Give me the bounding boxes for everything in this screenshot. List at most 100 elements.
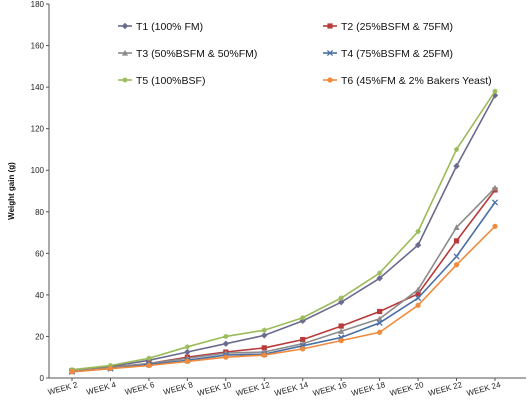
data-point: [376, 275, 383, 282]
axes: [48, 4, 526, 379]
x-tick-label: WEEK 22: [427, 380, 463, 398]
data-point: [491, 92, 499, 99]
x-tick-label: WEEK 8: [162, 380, 194, 397]
x-tick-label: WEEK 2: [47, 380, 79, 397]
data-point: [491, 184, 499, 191]
data-point: [121, 49, 129, 56]
data-point: [261, 352, 267, 358]
x-tick-label: WEEK 14: [273, 380, 309, 398]
x-tick-label: WEEK 20: [389, 380, 425, 398]
data-point: [337, 298, 345, 306]
data-point: [184, 344, 190, 350]
y-tick-label: 80: [35, 208, 44, 217]
data-point: [184, 358, 190, 364]
x-tick-label: WEEK 18: [350, 380, 386, 398]
y-axis-ticks: 0 20 40 60 80 100 120 140 160 180: [31, 0, 49, 383]
data-point: [377, 308, 383, 315]
data-point: [415, 228, 421, 235]
data-point: [414, 241, 422, 249]
x-tick-label: WEEK 6: [124, 380, 156, 397]
data-point: [327, 23, 333, 29]
y-axis-label: Weight gain (g): [7, 162, 16, 220]
legend-label: T4 (75%BSFM & 25FM): [341, 48, 453, 60]
series-line: [71, 187, 496, 372]
data-point: [261, 345, 267, 351]
x-tick-label: WEEK 24: [466, 380, 502, 398]
data-point: [107, 362, 114, 369]
x-tick-label: WEEK 4: [85, 380, 117, 397]
series-line: [71, 225, 496, 373]
data-point: [146, 362, 152, 369]
data-point: [300, 315, 306, 321]
y-tick-label: 0: [40, 374, 45, 383]
data-point: [453, 238, 460, 244]
data-point: [300, 346, 306, 352]
data-point: [415, 302, 421, 308]
data-point: [222, 340, 230, 347]
data-point: [261, 327, 267, 333]
data-point: [338, 295, 344, 301]
data-point: [377, 270, 383, 276]
data-point: [300, 336, 306, 343]
data-point: [261, 332, 268, 339]
legend: T1 (100% FM) T2 (25%BSFM & 75FM) T3 (50%BS…: [118, 21, 492, 87]
legend-item-2: T2 (25%BSFM & 75FM): [323, 21, 453, 33]
data-point: [453, 253, 460, 260]
y-tick-label: 100: [31, 166, 45, 175]
data-point: [415, 294, 422, 302]
legend-item-5: T5 (100%BSF): [118, 75, 205, 87]
data-point: [327, 77, 333, 83]
x-axis-ticks: WEEK 2 WEEK 4 WEEK 6 WEEK 8 WEEK 10 WEEK 12 WE…: [47, 378, 502, 398]
legend-label: T5 (100%BSF): [136, 75, 205, 87]
series-line: [71, 201, 496, 373]
data-point: [415, 291, 421, 297]
series-1: [68, 92, 499, 374]
legend-label: T1 (100% FM): [136, 21, 203, 33]
legend-label: T3 (50%BSFM & 50%FM): [136, 48, 257, 60]
x-tick-label: WEEK 16: [312, 380, 348, 398]
data-point: [121, 22, 129, 30]
x-tick-label: WEEK 10: [197, 380, 233, 398]
y-tick-label: 160: [31, 42, 45, 51]
y-tick-label: 140: [31, 83, 45, 92]
legend-label: T2 (25%BSFM & 75FM): [341, 21, 453, 33]
data-point: [184, 348, 191, 356]
legend-item-6: T6 (45%FM & 2% Bakers Yeast): [323, 75, 492, 87]
y-tick-label: 120: [31, 125, 45, 134]
legend-item-4: T4 (75%BSFM & 25FM): [323, 48, 453, 60]
data-point: [492, 88, 498, 94]
series-lines: [68, 88, 499, 375]
data-point: [326, 49, 334, 57]
legend-label: T6 (45%FM & 2% Bakers Yeast): [341, 75, 492, 87]
x-tick-label: WEEK 12: [235, 380, 271, 398]
data-point: [453, 224, 460, 230]
data-point: [223, 333, 229, 340]
series-5: [69, 88, 498, 373]
y-tick-label: 20: [35, 332, 44, 341]
data-point: [414, 286, 422, 293]
legend-item-3: T3 (50%BSFM & 50%FM): [118, 48, 257, 60]
data-point: [453, 162, 460, 170]
data-point: [376, 319, 383, 326]
data-point: [223, 354, 229, 360]
data-point: [376, 315, 383, 322]
data-point: [338, 323, 344, 329]
series-line: [71, 90, 496, 371]
series-line: [71, 95, 496, 372]
data-point: [453, 146, 460, 153]
y-tick-label: 60: [35, 249, 44, 258]
data-point: [338, 338, 344, 344]
data-point: [377, 329, 383, 335]
data-point: [107, 366, 114, 372]
data-point: [122, 77, 128, 83]
data-point: [491, 199, 499, 206]
legend-item-1: T1 (100% FM): [118, 21, 203, 33]
data-point: [338, 328, 345, 334]
y-tick-label: 180: [31, 0, 45, 9]
data-point: [69, 369, 75, 375]
data-point: [492, 223, 498, 229]
series-6: [69, 223, 498, 375]
data-point: [453, 262, 460, 268]
y-tick-label: 40: [35, 291, 44, 300]
